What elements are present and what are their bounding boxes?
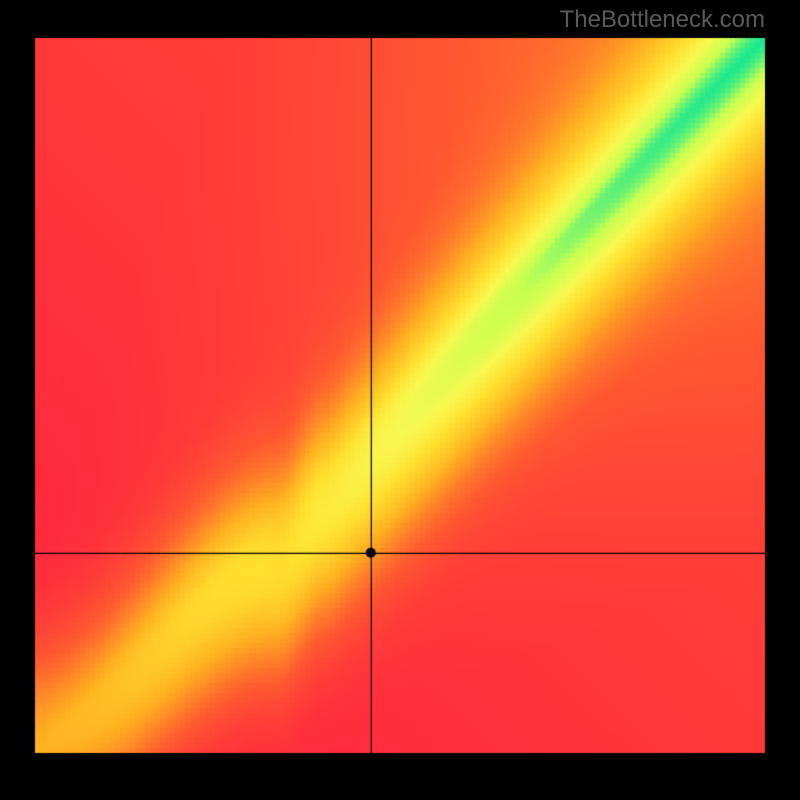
chart-container: { "canvas": { "width": 800, "height": 80… xyxy=(0,0,800,800)
bottleneck-heatmap xyxy=(0,0,800,800)
watermark-text: TheBottleneck.com xyxy=(560,6,765,34)
